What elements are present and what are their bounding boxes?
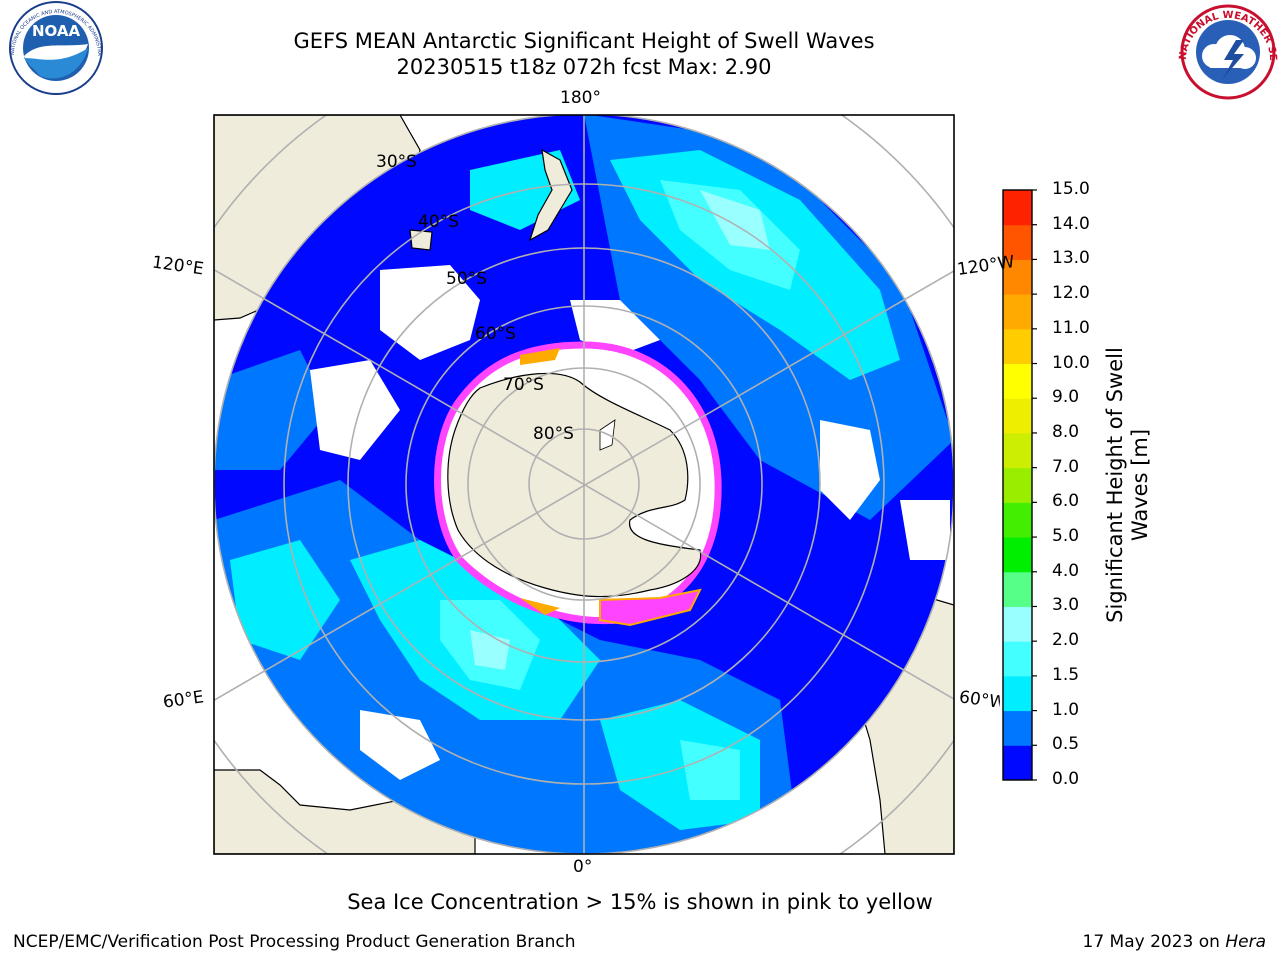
colorbar-segment — [1003, 606, 1032, 642]
colorbar-segment — [1003, 363, 1032, 399]
colorbar-tick-label: 5.0 — [1052, 526, 1080, 547]
colorbar-segment — [1003, 537, 1032, 573]
swell-shading — [214, 115, 954, 854]
colorbar-tick-label: 8.0 — [1052, 421, 1080, 442]
colorbar-tick-label: 2.0 — [1052, 630, 1080, 651]
antarctica — [447, 372, 702, 598]
lon-label-180: 180° — [560, 88, 601, 108]
masked-areas — [310, 265, 950, 780]
colorbar-segment — [1003, 710, 1032, 746]
map-frame — [213, 114, 955, 855]
colorbar-segment — [1003, 259, 1032, 295]
sea-ice-caption: Sea Ice Concentration > 15% is shown in … — [347, 890, 933, 914]
colorbar-segment — [1003, 745, 1032, 781]
colorbar-tick-label: 0.0 — [1052, 769, 1080, 789]
colorbar-segment — [1003, 190, 1032, 226]
colorbar-tick-label: 13.0 — [1052, 248, 1090, 269]
lat-label-60s: 60°S — [475, 324, 516, 344]
colorbar-tick-label: 7.0 — [1052, 456, 1080, 477]
colorbar-segment — [1003, 398, 1032, 434]
colorbar-tick-label: 9.0 — [1052, 387, 1080, 408]
colorbar-segment — [1003, 571, 1032, 607]
colorbar-tick-label: 10.0 — [1052, 352, 1090, 373]
footer-date: 17 May 2023 on Hera — [1083, 932, 1267, 952]
colorbar-segment — [1003, 432, 1032, 469]
colorbar-tick-label: 6.0 — [1052, 491, 1080, 512]
colorbar-tick-label: 15.0 — [1052, 179, 1090, 199]
colorbar-segment — [1003, 224, 1032, 260]
lat-label-70s: 70°S — [503, 375, 544, 395]
colorbar-segment — [1003, 641, 1032, 677]
noaa-logo: NOAA NATIONAL OCEANIC AND ATMOSPHERIC AD… — [0, 0, 103, 95]
lon-label-0: 0° — [573, 857, 593, 877]
lat-label-40s: 40°S — [418, 212, 459, 232]
colorbar-tick-label: 11.0 — [1052, 317, 1090, 338]
footer-machine: Hera — [1225, 932, 1266, 952]
colorbar-tick-label: 14.0 — [1052, 213, 1090, 234]
footer-branch: NCEP/EMC/Verification Post Processing Pr… — [13, 932, 576, 952]
lat-label-50s: 50°S — [446, 269, 487, 289]
lat-label-30s: 30°S — [376, 152, 417, 172]
graticule — [214, 115, 954, 854]
colorbar — [1002, 189, 1037, 781]
chart-subtitle: 20230515 t18z 072h fcst Max: 2.90 — [396, 55, 772, 79]
colorbar-segment — [1003, 294, 1032, 330]
polar-map — [214, 115, 954, 854]
colorbar-label: Significant Height of Swell Waves [m] — [1103, 347, 1152, 623]
colorbar-tick-label: 12.0 — [1052, 283, 1090, 304]
new-zealand — [528, 148, 573, 242]
colorbar-segment — [1003, 328, 1032, 365]
colorbar-tick-label: 3.0 — [1052, 595, 1080, 616]
noaa-logo-text: NOAA — [32, 22, 81, 40]
colorbar-frame — [1002, 189, 1033, 781]
colorbar-tick-label: 4.0 — [1052, 560, 1080, 581]
colorbar-tick-label: 1.0 — [1052, 699, 1080, 720]
colorbar-tick-label: 1.5 — [1052, 664, 1080, 685]
colorbar-segment — [1003, 675, 1032, 712]
footer-date-text: 17 May 2023 on — [1082, 932, 1226, 952]
colorbar-segment — [1003, 467, 1032, 503]
colorbar-segment — [1003, 502, 1032, 538]
lat-label-80s: 80°S — [533, 424, 574, 444]
chart-title: GEFS MEAN Antarctic Significant Height o… — [293, 29, 875, 53]
colorbar-tick-label: 0.5 — [1052, 734, 1080, 755]
